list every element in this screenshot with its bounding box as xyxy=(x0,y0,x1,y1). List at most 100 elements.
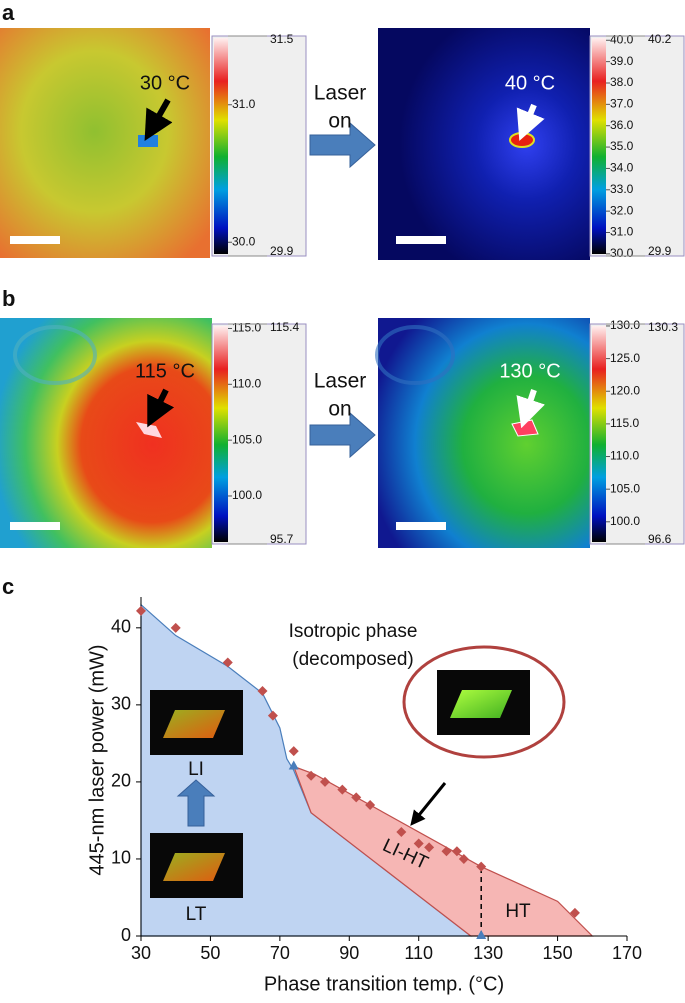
colorbar-tick-label: 31.0 xyxy=(610,225,634,239)
data-point xyxy=(337,784,348,795)
colorbar-tick-label: 30.0 xyxy=(610,246,634,260)
colorbar-limit-label: 96.6 xyxy=(648,532,672,546)
pointer-arrow xyxy=(516,103,545,141)
annotation: (decomposed) xyxy=(292,649,413,670)
colorbar-tick-label: 120.0 xyxy=(610,383,640,397)
colorbar-tick-label: 115.0 xyxy=(232,321,261,335)
y-tick-label: 30 xyxy=(111,694,131,714)
data-point xyxy=(451,846,462,857)
colorbar-tick-label: 36.0 xyxy=(610,118,634,132)
colorbar-limit-label: 29.9 xyxy=(270,244,294,258)
colorbar xyxy=(592,326,606,542)
arrow-text: Laser xyxy=(314,82,367,105)
pointer-arrow xyxy=(144,98,173,142)
thermal-image xyxy=(378,318,590,548)
annotation: LI xyxy=(188,759,204,780)
pointer-arrow xyxy=(516,389,545,429)
thermal-image xyxy=(0,318,212,548)
colorbar-tick-label: 105.0 xyxy=(610,481,640,495)
y-tick-label: 20 xyxy=(111,771,131,791)
laser-arrow xyxy=(309,121,376,169)
scale-bar xyxy=(10,522,60,530)
x-tick-label: 90 xyxy=(339,943,359,963)
colorbar-limit-label: 95.7 xyxy=(270,532,294,546)
temp-annotation: 115 °C xyxy=(135,360,195,382)
panel-a: a xyxy=(0,0,590,260)
x-tick-label: 70 xyxy=(270,943,290,963)
annotation: Isotropic phase xyxy=(289,621,418,642)
arrow-text: on xyxy=(328,398,351,421)
data-point xyxy=(413,838,424,849)
colorbar-tick-label: 110.0 xyxy=(610,449,639,463)
transition-marker xyxy=(288,760,299,770)
panel-label: c xyxy=(2,574,14,599)
temp-annotation: 40 °C xyxy=(505,72,555,94)
data-point xyxy=(458,853,469,864)
inset-crystal xyxy=(450,690,512,718)
colorbar-tick-label: 39.0 xyxy=(610,54,634,68)
laser-arrow xyxy=(309,411,376,459)
thermal-image xyxy=(0,28,210,258)
temp-annotation: 30 °C xyxy=(140,72,190,94)
x-tick-label: 50 xyxy=(200,943,220,963)
colorbar xyxy=(214,38,228,254)
data-point xyxy=(569,907,580,918)
inset-crystal xyxy=(163,853,225,881)
colorbar-limit-label: 130.3 xyxy=(648,320,678,334)
colorbar-tick-label: 110.0 xyxy=(232,376,261,390)
colorbar-tick-label: 40.0 xyxy=(610,32,634,46)
colorbar-limit-label: 31.5 xyxy=(270,32,294,46)
data-point xyxy=(365,800,376,811)
colorbar-tick-label: 105.0 xyxy=(232,432,262,446)
colorbar-tick-label: 38.0 xyxy=(610,75,634,89)
data-point xyxy=(170,622,181,633)
colorbar-tick-label: 32.0 xyxy=(610,203,634,217)
data-point xyxy=(306,770,317,781)
colorbar xyxy=(214,326,228,542)
y-tick-label: 10 xyxy=(111,848,131,868)
scale-bar xyxy=(396,522,446,530)
inset-crystal xyxy=(163,710,225,738)
pointer-arrow xyxy=(147,388,175,428)
colorbar-limit-label: 40.2 xyxy=(648,32,672,46)
colorbar-tick-label: 125.0 xyxy=(610,351,640,365)
data-point xyxy=(476,861,487,872)
colorbar-tick-label: 31.0 xyxy=(232,97,256,111)
data-point xyxy=(222,657,233,668)
x-axis-label: Phase transition temp. (°C) xyxy=(264,973,504,995)
transition-marker xyxy=(476,930,487,939)
data-point xyxy=(136,605,146,616)
colorbar-tick-label: 100.0 xyxy=(610,514,640,528)
y-axis-label: 445-nm laser power (mW) xyxy=(86,644,108,875)
pointer-arrow xyxy=(410,782,447,826)
colorbar-tick-label: 130.0 xyxy=(610,318,640,332)
scale-bar xyxy=(10,236,60,244)
data-point xyxy=(351,792,362,803)
scale-bar xyxy=(396,236,446,244)
panel-c: c 30 50 70 90 110 130 150 170 0 10 20 30 40 Phase tra… xyxy=(2,574,642,995)
annotation: HT xyxy=(505,901,531,922)
arrow-text: on xyxy=(328,110,351,133)
crystal xyxy=(138,135,158,147)
x-tick-label: 130 xyxy=(473,943,503,963)
feature xyxy=(13,325,97,385)
data-point xyxy=(441,846,452,857)
colorbar-tick-label: 115.0 xyxy=(610,416,639,430)
colorbar-limit-label: 29.9 xyxy=(648,244,672,258)
data-point xyxy=(396,826,407,837)
colorbar-tick-label: 34.0 xyxy=(610,161,634,175)
highlight-ring xyxy=(402,645,566,759)
y-tick-label: 0 xyxy=(121,925,131,945)
colorbar-limit-label: 115.4 xyxy=(270,320,299,334)
feature xyxy=(375,325,455,385)
up-arrow xyxy=(176,779,216,827)
colorbar-tick-label: 100.0 xyxy=(232,488,262,502)
data-point xyxy=(319,776,330,787)
annotation: LT xyxy=(186,904,207,925)
colorbar-tick-label: 35.0 xyxy=(610,139,634,153)
panel-label: a xyxy=(2,0,15,25)
data-point xyxy=(288,746,299,757)
x-tick-label: 110 xyxy=(404,943,433,963)
x-tick-label: 150 xyxy=(543,943,573,963)
